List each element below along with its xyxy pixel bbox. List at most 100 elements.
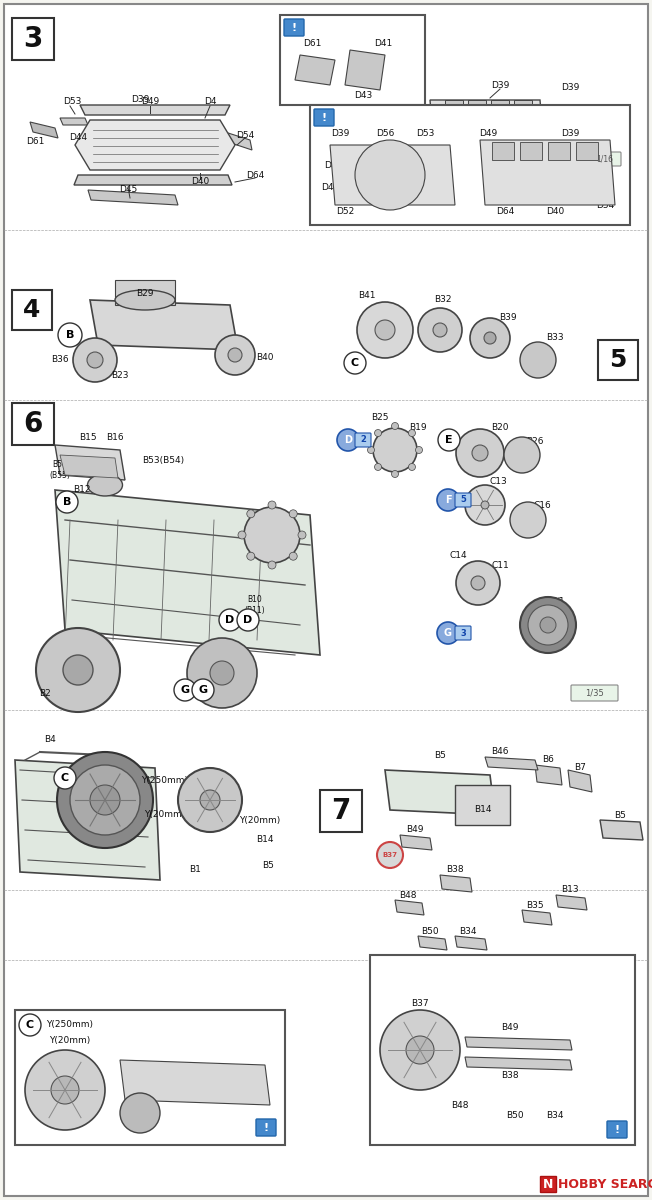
Text: C: C (351, 358, 359, 368)
Circle shape (289, 510, 297, 517)
Text: D: D (243, 614, 252, 625)
Circle shape (228, 348, 242, 362)
Text: D64: D64 (496, 206, 514, 216)
Circle shape (504, 437, 540, 473)
Text: B39: B39 (499, 312, 517, 322)
Text: !: ! (321, 113, 327, 122)
Text: B15: B15 (79, 433, 96, 443)
FancyBboxPatch shape (455, 626, 471, 640)
Circle shape (120, 1093, 160, 1133)
Circle shape (520, 596, 576, 653)
Text: D47: D47 (401, 120, 419, 130)
Circle shape (70, 766, 140, 835)
FancyBboxPatch shape (355, 433, 371, 446)
Text: B50: B50 (421, 928, 439, 936)
Text: B38: B38 (501, 1070, 519, 1080)
Polygon shape (418, 936, 447, 950)
Text: B1: B1 (189, 865, 201, 875)
Text: 3: 3 (460, 629, 466, 637)
Polygon shape (345, 50, 385, 90)
Circle shape (19, 1014, 41, 1036)
Text: 6: 6 (23, 410, 42, 438)
Text: E: E (445, 434, 452, 445)
Circle shape (90, 785, 120, 815)
Text: 1/35: 1/35 (585, 689, 603, 697)
FancyBboxPatch shape (607, 1121, 627, 1138)
Text: B50: B50 (506, 1110, 524, 1120)
Polygon shape (395, 900, 424, 914)
Circle shape (471, 576, 485, 590)
Text: B23: B23 (111, 371, 128, 379)
Text: B6: B6 (542, 756, 554, 764)
Text: B38: B38 (446, 865, 464, 875)
Polygon shape (330, 145, 455, 205)
Text: D: D (344, 434, 352, 445)
Circle shape (540, 617, 556, 634)
Circle shape (210, 661, 234, 685)
Text: D39: D39 (331, 128, 349, 138)
Polygon shape (55, 490, 320, 655)
Text: B29: B29 (136, 288, 154, 298)
Bar (492, 142, 514, 160)
Circle shape (268, 560, 276, 569)
Circle shape (465, 485, 505, 526)
Circle shape (200, 790, 220, 810)
Circle shape (377, 842, 403, 868)
Text: B53(B54): B53(B54) (142, 456, 184, 464)
Text: 7: 7 (331, 797, 351, 826)
Polygon shape (60, 455, 118, 478)
Circle shape (528, 605, 568, 646)
Text: B25: B25 (371, 414, 389, 422)
Circle shape (438, 428, 460, 451)
Circle shape (380, 1010, 460, 1090)
Polygon shape (540, 115, 572, 140)
Text: D61: D61 (303, 38, 321, 48)
Text: B37: B37 (383, 852, 398, 858)
Bar (548, 142, 570, 160)
Polygon shape (540, 145, 572, 158)
Text: B: B (63, 497, 71, 506)
Polygon shape (465, 1057, 572, 1070)
Circle shape (268, 502, 276, 509)
Text: !: ! (263, 1123, 269, 1133)
Bar (320, 790, 362, 832)
Circle shape (481, 502, 489, 509)
Polygon shape (535, 766, 562, 785)
Polygon shape (88, 190, 178, 205)
Text: C14: C14 (449, 551, 467, 559)
Polygon shape (30, 122, 58, 138)
Polygon shape (485, 757, 538, 770)
Text: D55: D55 (581, 145, 599, 155)
Text: D53: D53 (416, 128, 434, 138)
Text: B32: B32 (434, 295, 452, 305)
Polygon shape (295, 55, 335, 85)
Text: Y(20mm): Y(20mm) (239, 816, 280, 824)
Circle shape (344, 352, 366, 374)
Polygon shape (480, 140, 615, 205)
Text: D4: D4 (203, 97, 216, 107)
Bar (491, 100, 509, 120)
Circle shape (174, 679, 196, 701)
Circle shape (437, 622, 459, 644)
Text: C13: C13 (489, 478, 507, 486)
Circle shape (437, 490, 459, 511)
Text: G: G (444, 628, 452, 638)
Circle shape (215, 335, 255, 374)
Text: B: B (66, 330, 74, 340)
Bar (12, 18, 54, 60)
FancyBboxPatch shape (284, 19, 304, 36)
Text: Y(250mm): Y(250mm) (46, 1020, 93, 1030)
Circle shape (337, 428, 359, 451)
Circle shape (244, 506, 300, 563)
Circle shape (357, 302, 413, 358)
Text: B26: B26 (526, 438, 544, 446)
Text: D56: D56 (376, 128, 394, 138)
Text: B34: B34 (546, 1110, 564, 1120)
Text: D43: D43 (354, 90, 372, 100)
Circle shape (408, 430, 415, 437)
Circle shape (391, 470, 398, 478)
Text: B46: B46 (491, 748, 509, 756)
Circle shape (51, 1076, 79, 1104)
Circle shape (298, 530, 306, 539)
Circle shape (237, 608, 259, 631)
